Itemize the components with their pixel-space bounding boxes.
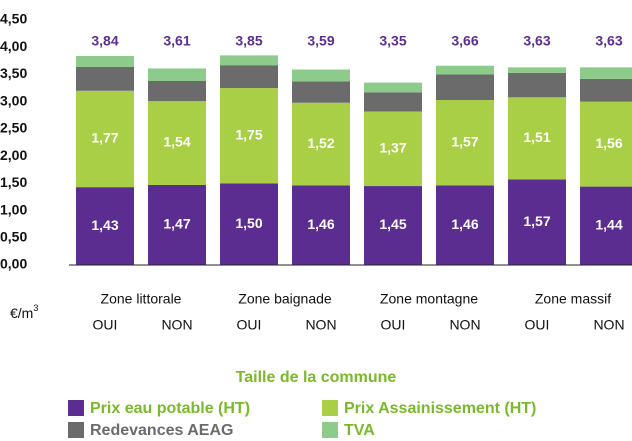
value-label: 1,51 (523, 129, 550, 145)
value-label: 1,57 (451, 133, 478, 149)
bar-segment (364, 82, 422, 93)
y-tick-label: 3,00 (0, 92, 27, 108)
value-label: 1,43 (91, 217, 118, 233)
bar-segment (580, 78, 632, 102)
y-tick-label: 2,50 (0, 120, 27, 136)
total-label: 3,84 (91, 33, 118, 49)
unit-text: €/m (10, 305, 33, 321)
total-label: 3,63 (595, 33, 622, 49)
total-label: 3,61 (163, 33, 190, 49)
y-tick-label: 1,00 (0, 201, 27, 217)
group-label: Zone massif (535, 291, 611, 307)
total-label: 3,59 (307, 33, 334, 49)
group-label: Zone montagne (380, 291, 478, 307)
bar-segment (76, 55, 134, 67)
x-tick-label: OUI (525, 317, 550, 333)
value-label: 1,44 (595, 217, 622, 233)
legend-label: Prix Assainissement (HT) (344, 400, 536, 417)
value-label: 1,37 (379, 139, 406, 155)
x-tick-label: NON (593, 317, 624, 333)
legend-label: Prix eau potable (HT) (90, 400, 250, 417)
y-tick-label: 0,50 (0, 228, 27, 244)
bar-segment (220, 55, 278, 66)
value-label: 1,50 (235, 215, 262, 231)
value-label: 1,54 (163, 134, 190, 150)
x-tick-label: NON (449, 317, 480, 333)
value-label: 1,77 (91, 130, 118, 146)
value-label: 1,56 (595, 135, 622, 151)
unit-label: €/m3 (10, 303, 38, 320)
legend-swatch (322, 400, 338, 416)
bar-segment (292, 185, 350, 265)
x-axis-title: Taille de la commune (236, 369, 397, 386)
bar-segment (76, 90, 134, 188)
group-label: Zone littorale (101, 291, 182, 307)
value-label: 1,75 (235, 126, 262, 142)
bar-segment (436, 65, 494, 75)
bar-segment (220, 65, 278, 89)
legend-label: TVA (344, 422, 375, 439)
bar-segment (148, 184, 206, 265)
total-label: 3,63 (523, 33, 550, 49)
legend-swatch (322, 422, 338, 438)
y-tick-label: 4,50 (0, 11, 27, 27)
bar-segment (436, 185, 494, 265)
y-tick-label: 0,00 (0, 256, 27, 272)
value-label: 1,57 (523, 213, 550, 229)
bar-segment (580, 67, 632, 79)
bar-segment (436, 100, 494, 186)
bar-segment (364, 92, 422, 112)
bar-segment (220, 88, 278, 184)
value-label: 1,46 (307, 216, 334, 232)
bar-segment (148, 101, 206, 185)
bar-segment (148, 80, 206, 102)
unit-exponent: 3 (33, 303, 38, 313)
bar-segment (436, 74, 494, 101)
x-tick-label: NON (161, 317, 192, 333)
group-label: Zone baignade (238, 291, 332, 307)
bar-segment (364, 111, 422, 187)
bar-segment (508, 67, 566, 73)
bar-segment (292, 102, 350, 186)
bar-segment (580, 186, 632, 265)
bar-segment (76, 66, 134, 91)
total-label: 3,66 (451, 33, 478, 49)
bar-segment (364, 186, 422, 265)
total-label: 3,85 (235, 33, 262, 49)
bar-segment (292, 69, 350, 82)
total-label: 3,35 (379, 33, 406, 49)
legend-swatch (68, 422, 84, 438)
value-label: 1,46 (451, 216, 478, 232)
bar-segment (508, 179, 566, 265)
bar-segment (580, 101, 632, 187)
x-tick-label: OUI (93, 317, 118, 333)
y-tick-label: 1,50 (0, 174, 27, 190)
legend-label: Redevances AEAG (90, 422, 233, 439)
x-tick-label: OUI (381, 317, 406, 333)
bar-segment (292, 81, 350, 103)
bar-segment (508, 97, 566, 180)
bar-segment (148, 68, 206, 81)
bar-segment (220, 183, 278, 265)
value-label: 1,52 (307, 135, 334, 151)
y-tick-label: 4,00 (0, 38, 27, 54)
x-tick-label: OUI (237, 317, 262, 333)
y-tick-label: 2,00 (0, 147, 27, 163)
y-tick-label: 3,50 (0, 65, 27, 81)
bar-segment (76, 187, 134, 265)
bar-segment (508, 72, 566, 98)
value-label: 1,47 (163, 216, 190, 232)
legend-swatch (68, 400, 84, 416)
x-tick-label: NON (305, 317, 336, 333)
value-label: 1,45 (379, 216, 406, 232)
